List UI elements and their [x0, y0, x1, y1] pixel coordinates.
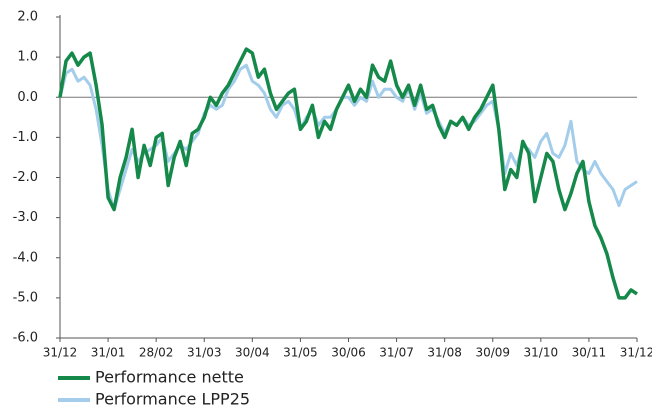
y-tick-label: -1.0 [13, 130, 38, 145]
x-tick-label: 31/05 [283, 346, 318, 360]
y-tick-label: 0.0 [17, 90, 38, 105]
x-tick-label: 28/02 [139, 346, 174, 360]
y-tick-label: -5.0 [13, 290, 38, 305]
y-tick-label: -4.0 [13, 250, 38, 265]
series-line [58, 47, 638, 300]
legend-label: Performance nette [95, 368, 244, 387]
y-tick-label: 2.0 [17, 10, 38, 25]
legend-label: Performance LPP25 [95, 390, 250, 409]
x-tick-label: 30/09 [475, 346, 510, 360]
y-tick-label: -3.0 [13, 210, 38, 225]
x-tick-label: 31/12 [43, 346, 78, 360]
x-tick-label: 31/10 [524, 346, 559, 360]
y-tick-label: -2.0 [13, 170, 38, 185]
x-tick-label: 31/12 [620, 346, 652, 360]
x-tick-label: 30/06 [331, 346, 366, 360]
y-tick-label: 1.0 [17, 50, 38, 65]
x-tick-label: 31/08 [427, 346, 462, 360]
x-tick-label: 30/11 [572, 346, 607, 360]
x-tick-label: 31/03 [187, 346, 222, 360]
x-tick-label: 30/04 [235, 346, 270, 360]
x-tick-label: 31/07 [379, 346, 414, 360]
y-tick-label: -6.0 [13, 331, 38, 346]
x-tick-label: 31/01 [91, 346, 126, 360]
